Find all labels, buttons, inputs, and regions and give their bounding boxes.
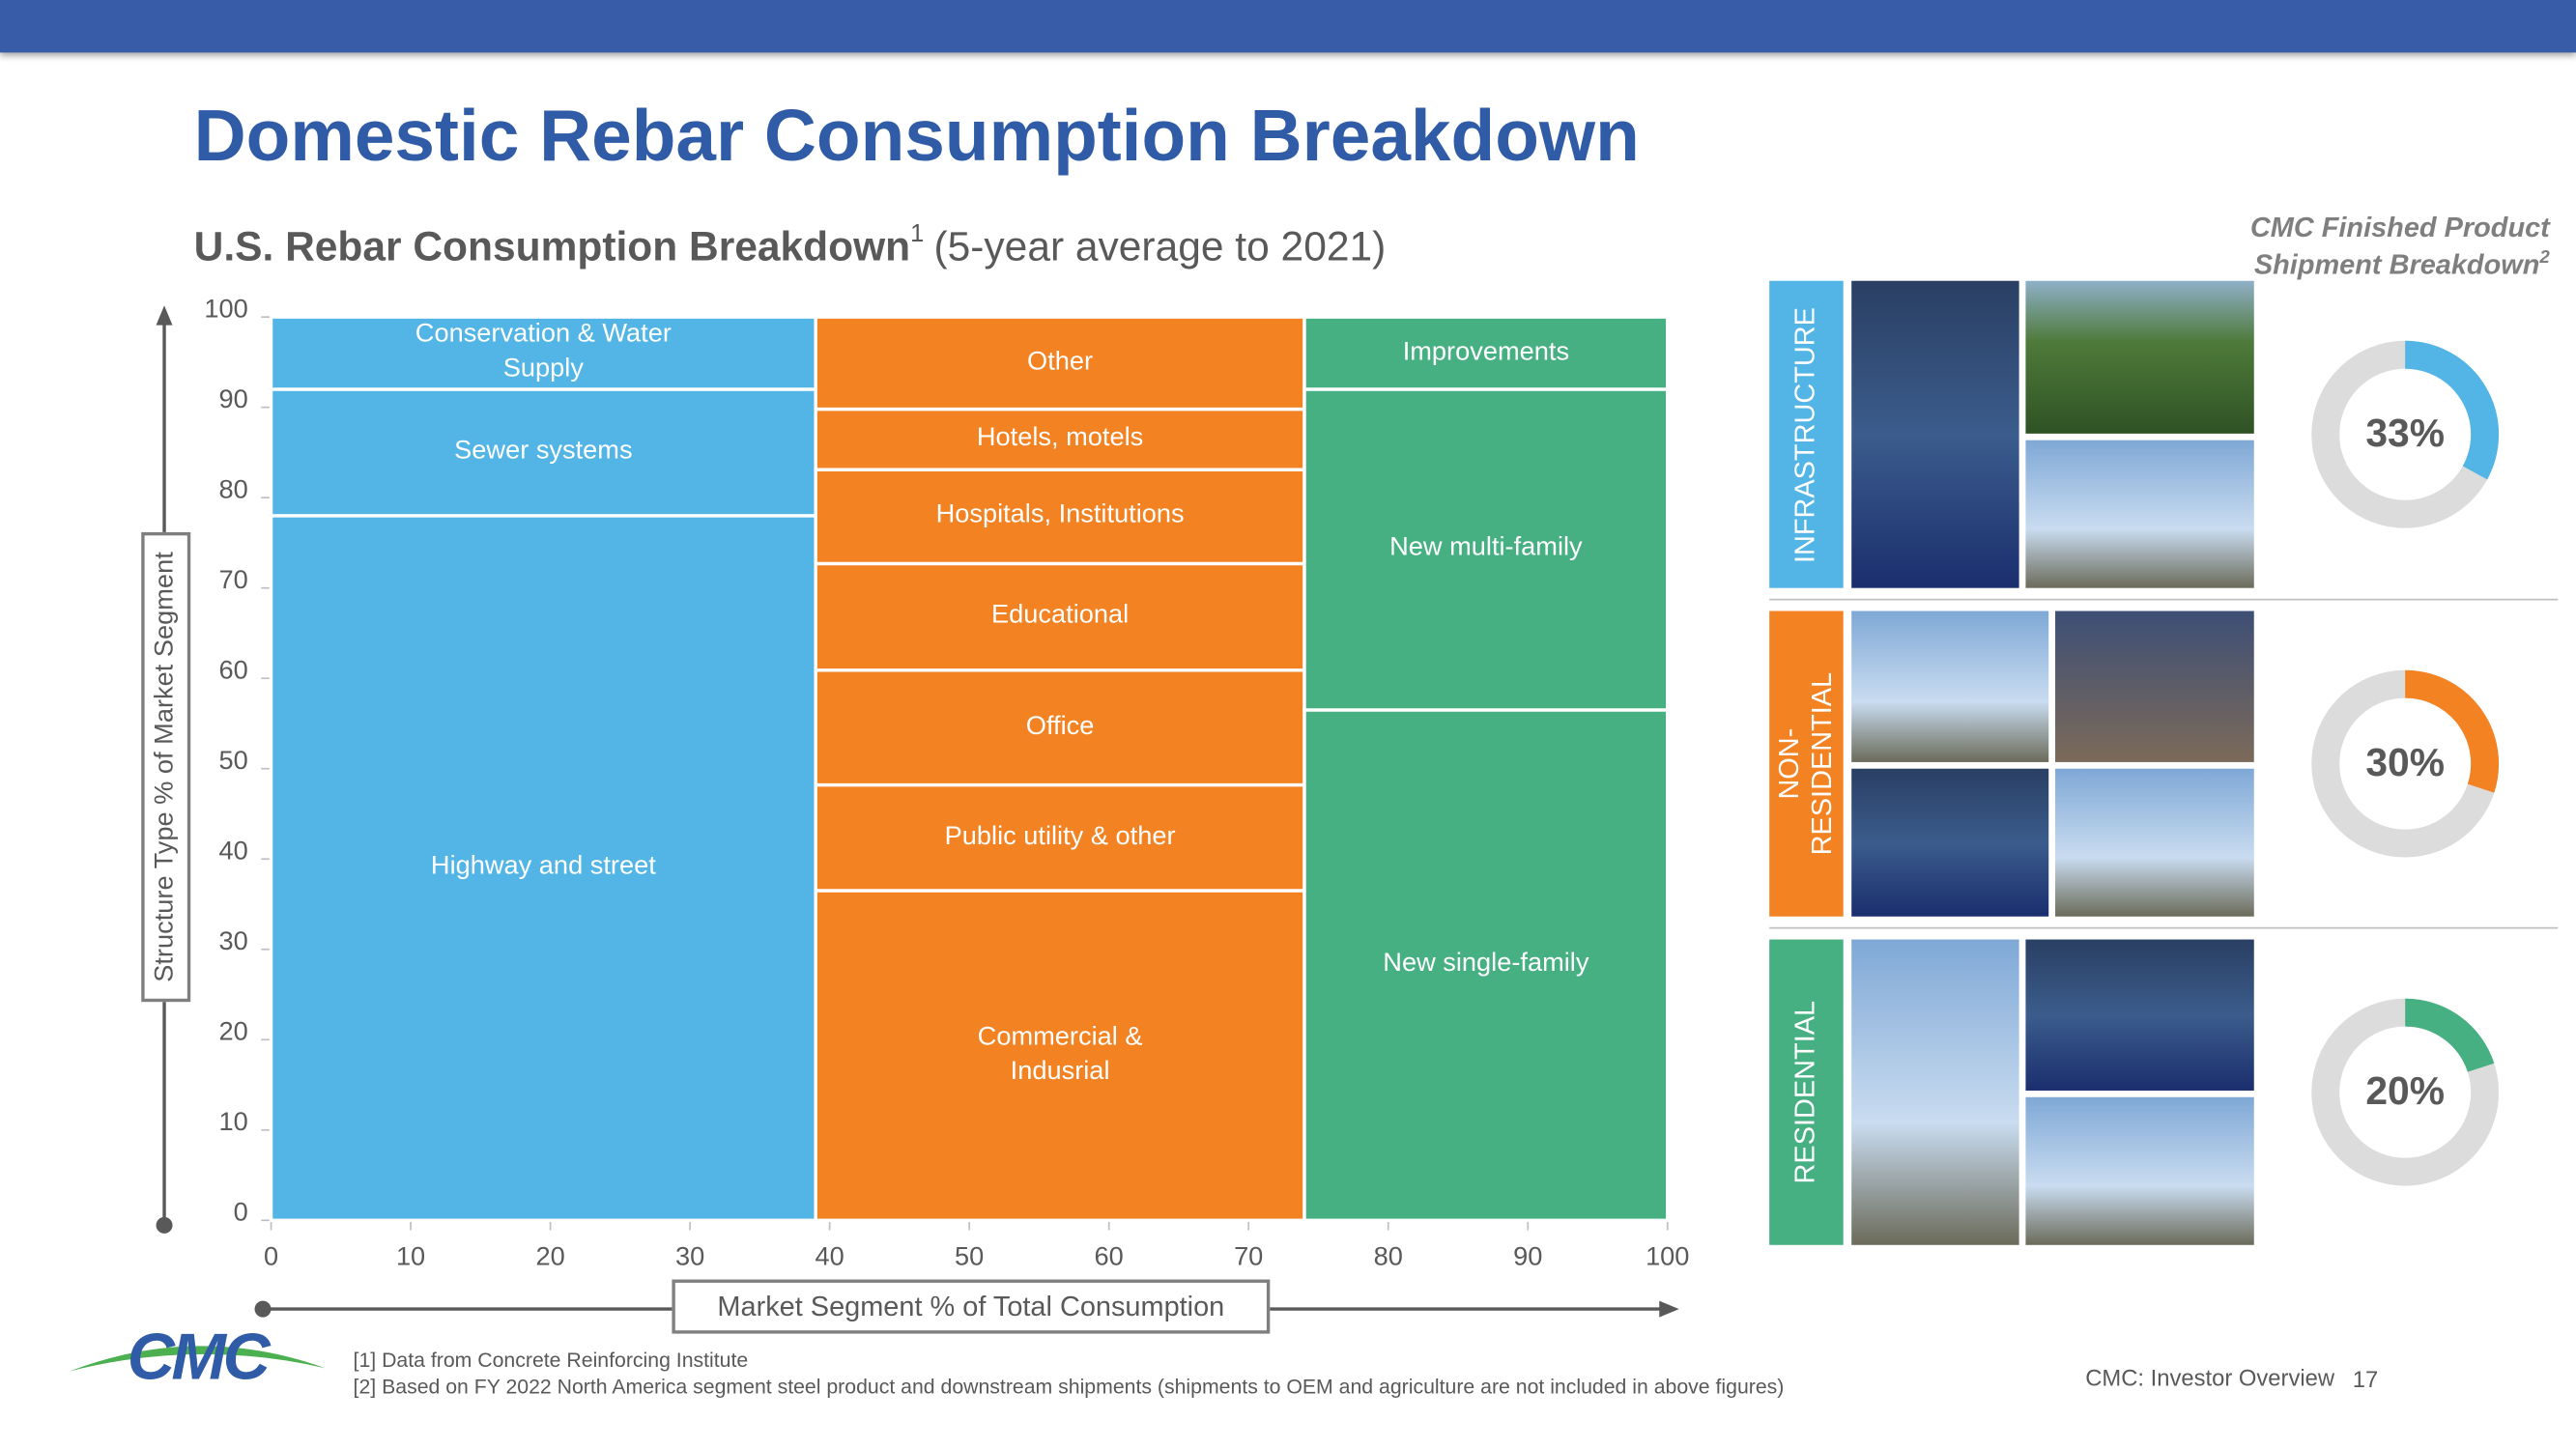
photo [2055,611,2254,762]
subtitle-main: U.S. Rebar Consumption Breakdown [194,225,910,270]
segment-label: New single-family [1383,950,1589,979]
segment [814,668,1306,787]
donut-arc [2404,998,2495,1073]
segment-label: Public utility & other [944,822,1176,851]
y-arrow-head [156,305,173,326]
x-tick-label: 20 [535,1241,564,1271]
y-tick-label: 80 [218,474,247,504]
photo [2025,440,2254,588]
y-tick-label: 90 [218,384,247,413]
y-tick-label: 10 [218,1106,247,1136]
page-number: 17 [2353,1367,2378,1393]
segment [1302,387,1670,712]
segment [814,468,1306,566]
footer-label: CMC: Investor Overview [2085,1365,2335,1391]
x-axis-title: Market Segment % of Total Consumption [672,1279,1271,1334]
logo-swoosh [69,1346,326,1372]
subtitle-period: (5-year average to 2021) [933,225,1386,270]
y-tick-label: 0 [234,1197,248,1227]
segment-label: Improvements [1402,337,1570,366]
x-tick-label: 10 [396,1241,425,1271]
x-tick-label: 70 [1234,1241,1263,1271]
top-bar [0,0,2576,53]
donut-title-text: CMC Finished Product Shipment Breakdown [2249,212,2550,281]
x-tick-label: 0 [264,1241,278,1271]
segment-label: Commercial & Indusrial [977,1022,1143,1086]
segment-label: Hotels, motels [976,423,1144,452]
x-arrow-dot [254,1300,272,1318]
x-tick-label: 40 [816,1241,844,1271]
segment [269,514,817,1222]
photo [2055,768,2254,917]
segment [814,407,1306,471]
x-tick-label: 90 [1513,1241,1542,1271]
y-tick-label: 70 [218,564,247,594]
segment-label: Office [1025,712,1095,741]
donut-value: 30% [2365,740,2445,784]
footnote: [1] Data from Concrete Reinforcing Insti… [354,1349,749,1372]
segment-label: Sewer systems [454,437,633,466]
category-label: INFRASTRUCTURE [1789,306,1821,563]
x-arrow-head [1659,1300,1679,1318]
segment-label: New multi-family [1389,533,1583,562]
segment-label: Educational [991,601,1130,630]
segment-label: Hospitals, Institutions [935,500,1185,529]
donut-title-note: 2 [2539,247,2550,269]
segment [1302,315,1670,391]
category-label: RESIDENTIAL [1789,1000,1821,1184]
segment [269,387,817,518]
donut-title: CMC Finished Product Shipment Breakdown2 [2250,211,2550,284]
photo [1851,611,2049,762]
category-label: NON- RESIDENTIAL [1773,671,1837,856]
y-tick-label: 50 [218,745,247,775]
x-tick-label: 100 [1646,1241,1689,1271]
y-axis-title: Structure Type % of Market Segment [141,531,191,1003]
photo [2025,280,2254,434]
photo [1851,939,2019,1245]
donut-value: 33% [2365,411,2445,455]
x-tick-label: 30 [675,1241,704,1271]
photos [1851,280,2254,1245]
subtitle: U.S. Rebar Consumption Breakdown1 (5-year… [194,220,1387,270]
segment-label: Highway and street [430,852,656,881]
category-band [1769,280,1844,588]
photo [1851,768,2049,917]
y-tick-label: 60 [218,655,247,685]
donut-arc [2404,340,2500,480]
photo [2025,939,2254,1091]
subtitle-note: 1 [910,220,924,247]
segment [1302,708,1670,1222]
y-tick-label: 100 [204,294,247,324]
y-tick-label: 40 [218,836,247,866]
x-tick-label: 50 [955,1241,984,1271]
segment-label: Other [1027,347,1094,376]
y-tick-label: 30 [218,925,247,955]
donut-value: 20% [2365,1068,2445,1113]
segment-label: Conservation & Water Supply [415,320,672,384]
photo [2025,1096,2254,1245]
logo: CMC [128,1320,272,1393]
x-tick-label: 80 [1374,1241,1403,1271]
category-band [1769,939,1844,1245]
page-title: Domestic Rebar Consumption Breakdown [194,95,1640,176]
segment [269,315,817,391]
y-arrow-dot [156,1216,173,1234]
footnote: [2] Based on FY 2022 North America segme… [354,1375,1785,1398]
x-tick-label: 60 [1095,1241,1124,1271]
photo [1851,280,2019,588]
donut-arc [2404,669,2500,793]
category-band [1769,611,1844,917]
y-tick-label: 20 [218,1016,247,1046]
